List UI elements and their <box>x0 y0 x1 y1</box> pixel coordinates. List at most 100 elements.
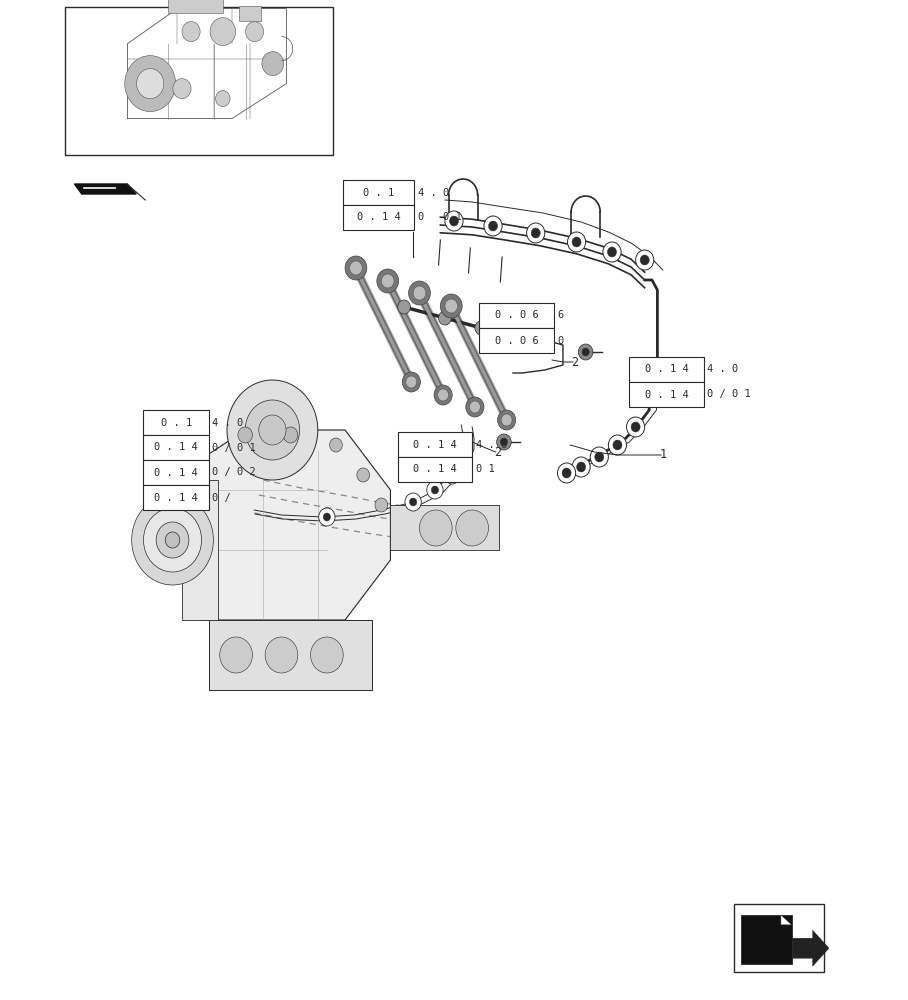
Text: 0 1: 0 1 <box>476 464 495 475</box>
Circle shape <box>484 216 502 236</box>
Text: 2: 2 <box>571 356 578 368</box>
Bar <box>479 328 554 353</box>
Circle shape <box>459 441 467 449</box>
Circle shape <box>568 232 586 252</box>
Circle shape <box>330 438 342 452</box>
Circle shape <box>613 440 622 450</box>
Circle shape <box>419 510 452 546</box>
Circle shape <box>259 415 286 445</box>
Circle shape <box>143 508 202 572</box>
Circle shape <box>409 281 430 305</box>
Circle shape <box>377 269 399 293</box>
Text: 4 . 0: 4 . 0 <box>212 418 243 428</box>
Circle shape <box>582 348 589 356</box>
Circle shape <box>165 532 180 548</box>
Circle shape <box>413 286 426 300</box>
Text: 0 . 1: 0 . 1 <box>363 188 394 198</box>
Circle shape <box>445 299 458 313</box>
Text: 4 . 0: 4 . 0 <box>418 188 449 198</box>
Circle shape <box>439 311 451 325</box>
Bar <box>734 904 824 972</box>
Bar <box>741 915 792 964</box>
Text: 0 . 1 4: 0 . 1 4 <box>357 213 400 223</box>
Text: 0 /: 0 / <box>212 493 232 503</box>
Bar <box>209 620 372 690</box>
Circle shape <box>501 414 512 426</box>
Circle shape <box>410 498 417 506</box>
Circle shape <box>497 434 511 450</box>
Text: 0   0 1: 0 0 1 <box>418 213 461 223</box>
Circle shape <box>466 397 484 417</box>
Bar <box>143 410 209 435</box>
Circle shape <box>398 300 410 314</box>
Circle shape <box>406 376 417 388</box>
Bar <box>182 480 218 620</box>
Circle shape <box>640 385 649 395</box>
Bar <box>239 6 262 21</box>
Bar <box>65 7 333 155</box>
Bar <box>629 382 704 407</box>
Text: 0 . 1 4: 0 . 1 4 <box>645 390 688 400</box>
Bar <box>343 205 414 230</box>
Circle shape <box>558 463 576 483</box>
Circle shape <box>245 22 263 42</box>
Circle shape <box>449 471 456 479</box>
Bar <box>398 432 472 457</box>
Circle shape <box>402 372 420 392</box>
Text: 6: 6 <box>558 310 564 320</box>
Text: 0 . 1 4: 0 . 1 4 <box>154 468 198 478</box>
Circle shape <box>498 410 516 430</box>
Circle shape <box>445 211 463 231</box>
Circle shape <box>210 18 235 46</box>
Circle shape <box>489 221 498 231</box>
Circle shape <box>350 261 362 275</box>
Circle shape <box>381 274 394 288</box>
Circle shape <box>608 435 627 455</box>
Text: 1: 1 <box>659 448 666 462</box>
Circle shape <box>427 481 443 499</box>
Circle shape <box>603 242 621 262</box>
Circle shape <box>456 510 489 546</box>
Polygon shape <box>793 930 829 966</box>
Circle shape <box>572 457 590 477</box>
Circle shape <box>640 255 649 265</box>
Text: 0 . 1 4: 0 . 1 4 <box>154 442 198 452</box>
Text: 2: 2 <box>494 446 501 458</box>
Circle shape <box>357 468 370 482</box>
Circle shape <box>627 417 645 437</box>
Circle shape <box>577 462 586 472</box>
Text: 0 / 0 1: 0 / 0 1 <box>212 442 256 452</box>
Circle shape <box>345 256 367 280</box>
Circle shape <box>455 436 471 454</box>
Text: 4 . 0: 4 . 0 <box>476 440 507 450</box>
Circle shape <box>245 400 300 460</box>
Bar <box>629 357 704 382</box>
Circle shape <box>636 380 654 400</box>
Circle shape <box>607 247 617 257</box>
Circle shape <box>572 237 581 247</box>
Text: 0 . 0 6: 0 . 0 6 <box>495 310 538 320</box>
Bar <box>398 457 472 482</box>
Text: 0 / 0 1: 0 / 0 1 <box>707 389 751 399</box>
Text: 0 . 1 4: 0 . 1 4 <box>413 440 457 450</box>
Circle shape <box>311 637 343 673</box>
Bar <box>390 505 499 550</box>
Circle shape <box>262 52 283 76</box>
Polygon shape <box>200 430 390 620</box>
Circle shape <box>227 380 318 480</box>
Circle shape <box>438 389 449 401</box>
Polygon shape <box>74 184 136 194</box>
Circle shape <box>631 422 640 432</box>
Circle shape <box>440 294 462 318</box>
Text: 0 . 1 4: 0 . 1 4 <box>645 364 688 374</box>
Polygon shape <box>781 915 792 925</box>
Circle shape <box>527 223 545 243</box>
Text: 4 . 0: 4 . 0 <box>707 364 738 374</box>
Circle shape <box>319 508 335 526</box>
Text: 0 / 0 2: 0 / 0 2 <box>212 468 256 478</box>
Bar <box>168 0 222 13</box>
Circle shape <box>562 468 571 478</box>
Text: 0: 0 <box>558 336 564 346</box>
Circle shape <box>132 495 213 585</box>
Bar <box>143 485 209 510</box>
